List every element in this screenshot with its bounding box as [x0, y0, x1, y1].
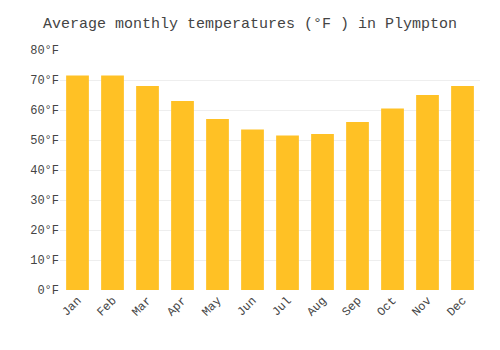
svg-text:Mar: Mar	[129, 294, 154, 319]
svg-text:Feb: Feb	[94, 294, 119, 319]
svg-text:Jul: Jul	[269, 294, 294, 319]
svg-text:Oct: Oct	[374, 294, 399, 319]
svg-text:60°F: 60°F	[30, 104, 59, 118]
svg-text:40°F: 40°F	[30, 164, 59, 178]
svg-text:Dec: Dec	[444, 294, 469, 319]
svg-text:May: May	[199, 294, 224, 319]
svg-text:Average monthly temperatures (: Average monthly temperatures (°F ) in Pl…	[43, 16, 457, 33]
svg-text:Jan: Jan	[59, 294, 84, 319]
svg-text:Sep: Sep	[339, 294, 364, 319]
svg-text:80°F: 80°F	[30, 44, 59, 58]
svg-text:10°F: 10°F	[30, 254, 59, 268]
svg-text:30°F: 30°F	[30, 194, 59, 208]
svg-text:20°F: 20°F	[30, 224, 59, 238]
svg-text:Aug: Aug	[304, 294, 329, 319]
svg-text:Nov: Nov	[409, 294, 434, 319]
svg-text:Apr: Apr	[164, 294, 189, 319]
svg-text:70°F: 70°F	[30, 74, 59, 88]
svg-text:50°F: 50°F	[30, 134, 59, 148]
svg-text:0°F: 0°F	[37, 284, 59, 298]
svg-text:Jun: Jun	[234, 294, 259, 319]
